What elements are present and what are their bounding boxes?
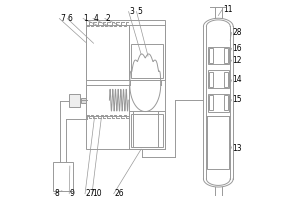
- Text: 11: 11: [223, 5, 232, 14]
- Text: 5: 5: [137, 7, 142, 16]
- Text: 14: 14: [232, 75, 242, 84]
- Bar: [209, 48, 213, 63]
- Text: 13: 13: [232, 144, 242, 153]
- Text: 15: 15: [232, 95, 242, 104]
- Bar: [129, 25, 165, 80]
- Bar: [224, 95, 228, 110]
- Text: 9: 9: [70, 189, 75, 198]
- Bar: [224, 48, 228, 63]
- Bar: [129, 111, 165, 149]
- Bar: [69, 94, 80, 107]
- Text: 16: 16: [232, 44, 242, 53]
- Bar: [208, 47, 229, 64]
- Bar: [81, 98, 86, 103]
- Text: 2: 2: [106, 14, 110, 23]
- Text: 10: 10: [93, 189, 102, 198]
- Text: 27: 27: [86, 189, 95, 198]
- Bar: [224, 72, 228, 87]
- Text: 28: 28: [232, 28, 242, 37]
- Bar: [86, 25, 129, 80]
- Bar: [209, 95, 213, 110]
- Text: 1: 1: [84, 14, 88, 23]
- Text: 8: 8: [55, 189, 59, 198]
- Bar: [209, 72, 213, 87]
- Bar: [53, 162, 73, 191]
- Text: 12: 12: [232, 56, 242, 65]
- Text: 26: 26: [114, 189, 124, 198]
- Bar: [86, 20, 165, 149]
- Text: 7: 7: [60, 14, 65, 23]
- Text: 4: 4: [94, 14, 98, 23]
- Bar: [208, 94, 229, 112]
- Bar: [131, 44, 163, 78]
- Bar: [131, 114, 163, 147]
- Bar: [208, 70, 229, 88]
- Bar: [207, 116, 229, 169]
- Text: 6: 6: [68, 14, 73, 23]
- Bar: [86, 85, 129, 116]
- Text: 3: 3: [129, 7, 134, 16]
